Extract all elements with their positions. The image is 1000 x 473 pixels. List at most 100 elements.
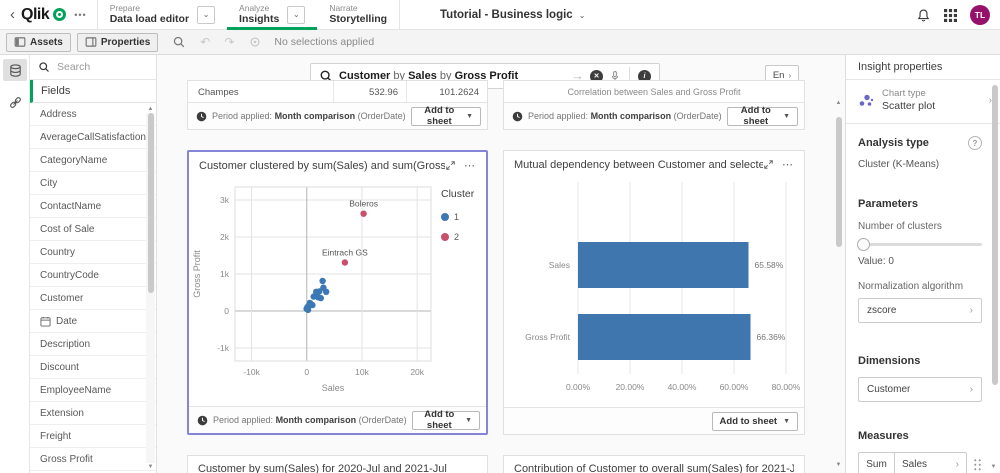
svg-text:20.00%: 20.00% bbox=[616, 382, 645, 392]
scroll-down-arrow[interactable]: ▼ bbox=[990, 464, 997, 470]
field-item-city[interactable]: City bbox=[30, 172, 156, 195]
aggregation-box[interactable]: Sum bbox=[858, 452, 894, 473]
nav-narrate[interactable]: Narrate Storytelling bbox=[317, 0, 399, 30]
link-icon[interactable] bbox=[3, 91, 27, 113]
field-item-contactname[interactable]: ContactName bbox=[30, 195, 156, 218]
field-item-countrycode[interactable]: CountryCode bbox=[30, 264, 156, 287]
caret-down-icon: ▼ bbox=[466, 112, 473, 120]
insight-card-scatter[interactable]: Customer clustered by sum(Sales) and sum… bbox=[187, 150, 488, 435]
chevron-right-icon: › bbox=[969, 305, 973, 316]
top-bar: ‹ Qlik ••• Prepare Data load editor ⌄ An… bbox=[0, 0, 1000, 30]
insight-card-comparison[interactable]: Customer by sum(Sales) for 2020-Jul and … bbox=[187, 455, 488, 473]
main-scrollbar[interactable] bbox=[834, 107, 843, 459]
nav-analyze[interactable]: Analyze Insights ⌄ bbox=[227, 0, 318, 30]
field-item-customer[interactable]: Customer bbox=[30, 287, 156, 310]
field-label: Cost of Sale bbox=[40, 223, 95, 235]
scroll-down-arrow[interactable]: ▼ bbox=[835, 462, 842, 468]
measure-row-sales[interactable]: Sum Sales › bbox=[858, 452, 982, 473]
analysis-type-heading: Analysis type ? bbox=[858, 136, 982, 150]
qlik-q-icon bbox=[53, 8, 67, 21]
field-item-country[interactable]: Country bbox=[30, 241, 156, 264]
field-label: Freight bbox=[40, 430, 72, 442]
assets-toggle-button[interactable]: Assets bbox=[6, 32, 71, 52]
add-to-sheet-button[interactable]: Add to sheet ▼ bbox=[411, 409, 480, 431]
table-row[interactable]: Champes 532.96 101.2624 bbox=[188, 81, 487, 104]
field-item-gross-profit[interactable]: Gross Profit bbox=[30, 448, 156, 471]
field-label: ContactName bbox=[40, 200, 102, 212]
add-to-sheet-button[interactable]: Add to sheet ▼ bbox=[711, 411, 798, 431]
fields-scrollbar[interactable] bbox=[146, 113, 155, 463]
field-item-categoryname[interactable]: CategoryName bbox=[30, 149, 156, 172]
app-title-text: Tutorial - Business logic bbox=[440, 9, 573, 21]
drag-handle-icon[interactable] bbox=[973, 458, 982, 471]
analysis-type-value: Cluster (K-Means) bbox=[858, 159, 940, 170]
fields-search-input[interactable] bbox=[55, 60, 139, 74]
field-item-date[interactable]: Date bbox=[30, 310, 156, 333]
field-label: EmployeeName bbox=[40, 384, 112, 396]
bar-chart[interactable]: 0.00% 20.00% 40.00% 60.00% 80.00% Sales 65.58%… bbox=[504, 174, 801, 400]
field-item-discount[interactable]: Discount bbox=[30, 356, 156, 379]
svg-text:Gross Profit: Gross Profit bbox=[525, 332, 571, 342]
slider-track[interactable] bbox=[858, 243, 982, 246]
insight-card-contribution[interactable]: Contribution of Customer to overall sum(… bbox=[503, 455, 805, 473]
chevron-down-icon[interactable]: ⌄ bbox=[197, 5, 216, 24]
nav-prepare[interactable]: Prepare Data load editor ⌄ bbox=[98, 0, 227, 30]
fields-list: Address AverageCallSatisfaction CategoryNa… bbox=[30, 103, 156, 471]
svg-text:40.00%: 40.00% bbox=[668, 382, 697, 392]
insight-card-dependency[interactable]: Mutual dependency between Customer and s… bbox=[503, 150, 805, 435]
scroll-up-arrow[interactable]: ▲ bbox=[147, 106, 154, 112]
clusters-slider[interactable] bbox=[857, 238, 982, 252]
fields-search[interactable] bbox=[30, 55, 156, 80]
scrollbar-thumb[interactable] bbox=[835, 117, 842, 247]
clock-icon bbox=[196, 111, 207, 122]
scrollbar-thumb[interactable] bbox=[991, 85, 998, 385]
expand-icon[interactable] bbox=[763, 159, 774, 170]
add-to-sheet-button[interactable]: Add to sheet ▼ bbox=[410, 105, 481, 127]
field-item-averagecallsatisfaction[interactable]: AverageCallSatisfaction bbox=[30, 126, 156, 149]
app-waffle-icon[interactable] bbox=[944, 8, 957, 22]
clear-selections-icon bbox=[248, 35, 262, 49]
normalization-select[interactable]: zscore › bbox=[858, 298, 982, 323]
card-menu-icon[interactable]: ⋯ bbox=[782, 159, 794, 171]
scroll-up-arrow[interactable]: ▲ bbox=[835, 100, 842, 106]
card-menu-icon[interactable]: ⋯ bbox=[464, 160, 476, 172]
dimension-customer[interactable]: Customer › bbox=[858, 377, 982, 402]
measure-field-box[interactable]: Sales › bbox=[894, 452, 967, 473]
field-item-cost-of-sale[interactable]: Cost of Sale bbox=[30, 218, 156, 241]
overflow-menu-icon[interactable]: ••• bbox=[74, 9, 87, 20]
fields-section-header[interactable]: Fields bbox=[30, 80, 156, 103]
divider bbox=[399, 0, 401, 30]
field-item-address[interactable]: Address bbox=[30, 103, 156, 126]
chevron-right-icon: › bbox=[788, 71, 792, 80]
insight-card-kpi-table[interactable]: Champes 532.96 101.2624 Period applied: … bbox=[187, 80, 488, 130]
back-chevron-icon[interactable]: ‹ bbox=[10, 6, 15, 23]
clear-search-icon[interactable]: ✕ bbox=[590, 69, 603, 83]
panel-header: Insight properties bbox=[846, 55, 1000, 80]
search-query[interactable]: Customer by Sales by Gross Profit bbox=[339, 70, 519, 82]
field-item-employeename[interactable]: EmployeeName bbox=[30, 379, 156, 402]
chart-type-row[interactable]: Chart type Scatter plot › bbox=[846, 80, 1000, 124]
avatar[interactable]: TL bbox=[970, 5, 990, 25]
insight-card-correlation[interactable]: Correlation between Sales and Gross Prof… bbox=[503, 80, 805, 130]
panel-scrollbar[interactable] bbox=[990, 83, 999, 463]
field-item-description[interactable]: Description bbox=[30, 333, 156, 356]
add-to-sheet-button[interactable]: Add to sheet ▼ bbox=[726, 105, 798, 127]
card-title: Customer by sum(Sales) for 2020-Jul and … bbox=[198, 463, 447, 473]
slider-handle[interactable] bbox=[857, 238, 870, 251]
card-title: Contribution of Customer to overall sum(… bbox=[514, 463, 794, 473]
data-model-icon[interactable] bbox=[3, 59, 27, 81]
field-item-freight[interactable]: Freight bbox=[30, 425, 156, 448]
properties-toggle-button[interactable]: Properties bbox=[76, 32, 159, 52]
expand-icon[interactable] bbox=[445, 160, 456, 171]
help-icon[interactable]: ? bbox=[968, 136, 982, 150]
scatter-chart[interactable]: -1k 0 1k 2k 3k -10k 0 10k 20k Boleros Eintrach GS S… bbox=[189, 175, 484, 399]
scroll-down-arrow[interactable]: ▼ bbox=[147, 464, 154, 470]
svg-text:1k: 1k bbox=[220, 269, 230, 279]
scrollbar-thumb[interactable] bbox=[147, 113, 154, 293]
app-title[interactable]: Tutorial - Business logic ⌄ bbox=[440, 0, 585, 30]
info-icon[interactable]: i bbox=[638, 69, 651, 83]
notifications-bell-icon[interactable] bbox=[916, 8, 931, 23]
chevron-down-icon[interactable]: ⌄ bbox=[287, 5, 306, 24]
smart-search-icon[interactable] bbox=[172, 35, 186, 49]
field-item-extension[interactable]: Extension bbox=[30, 402, 156, 425]
